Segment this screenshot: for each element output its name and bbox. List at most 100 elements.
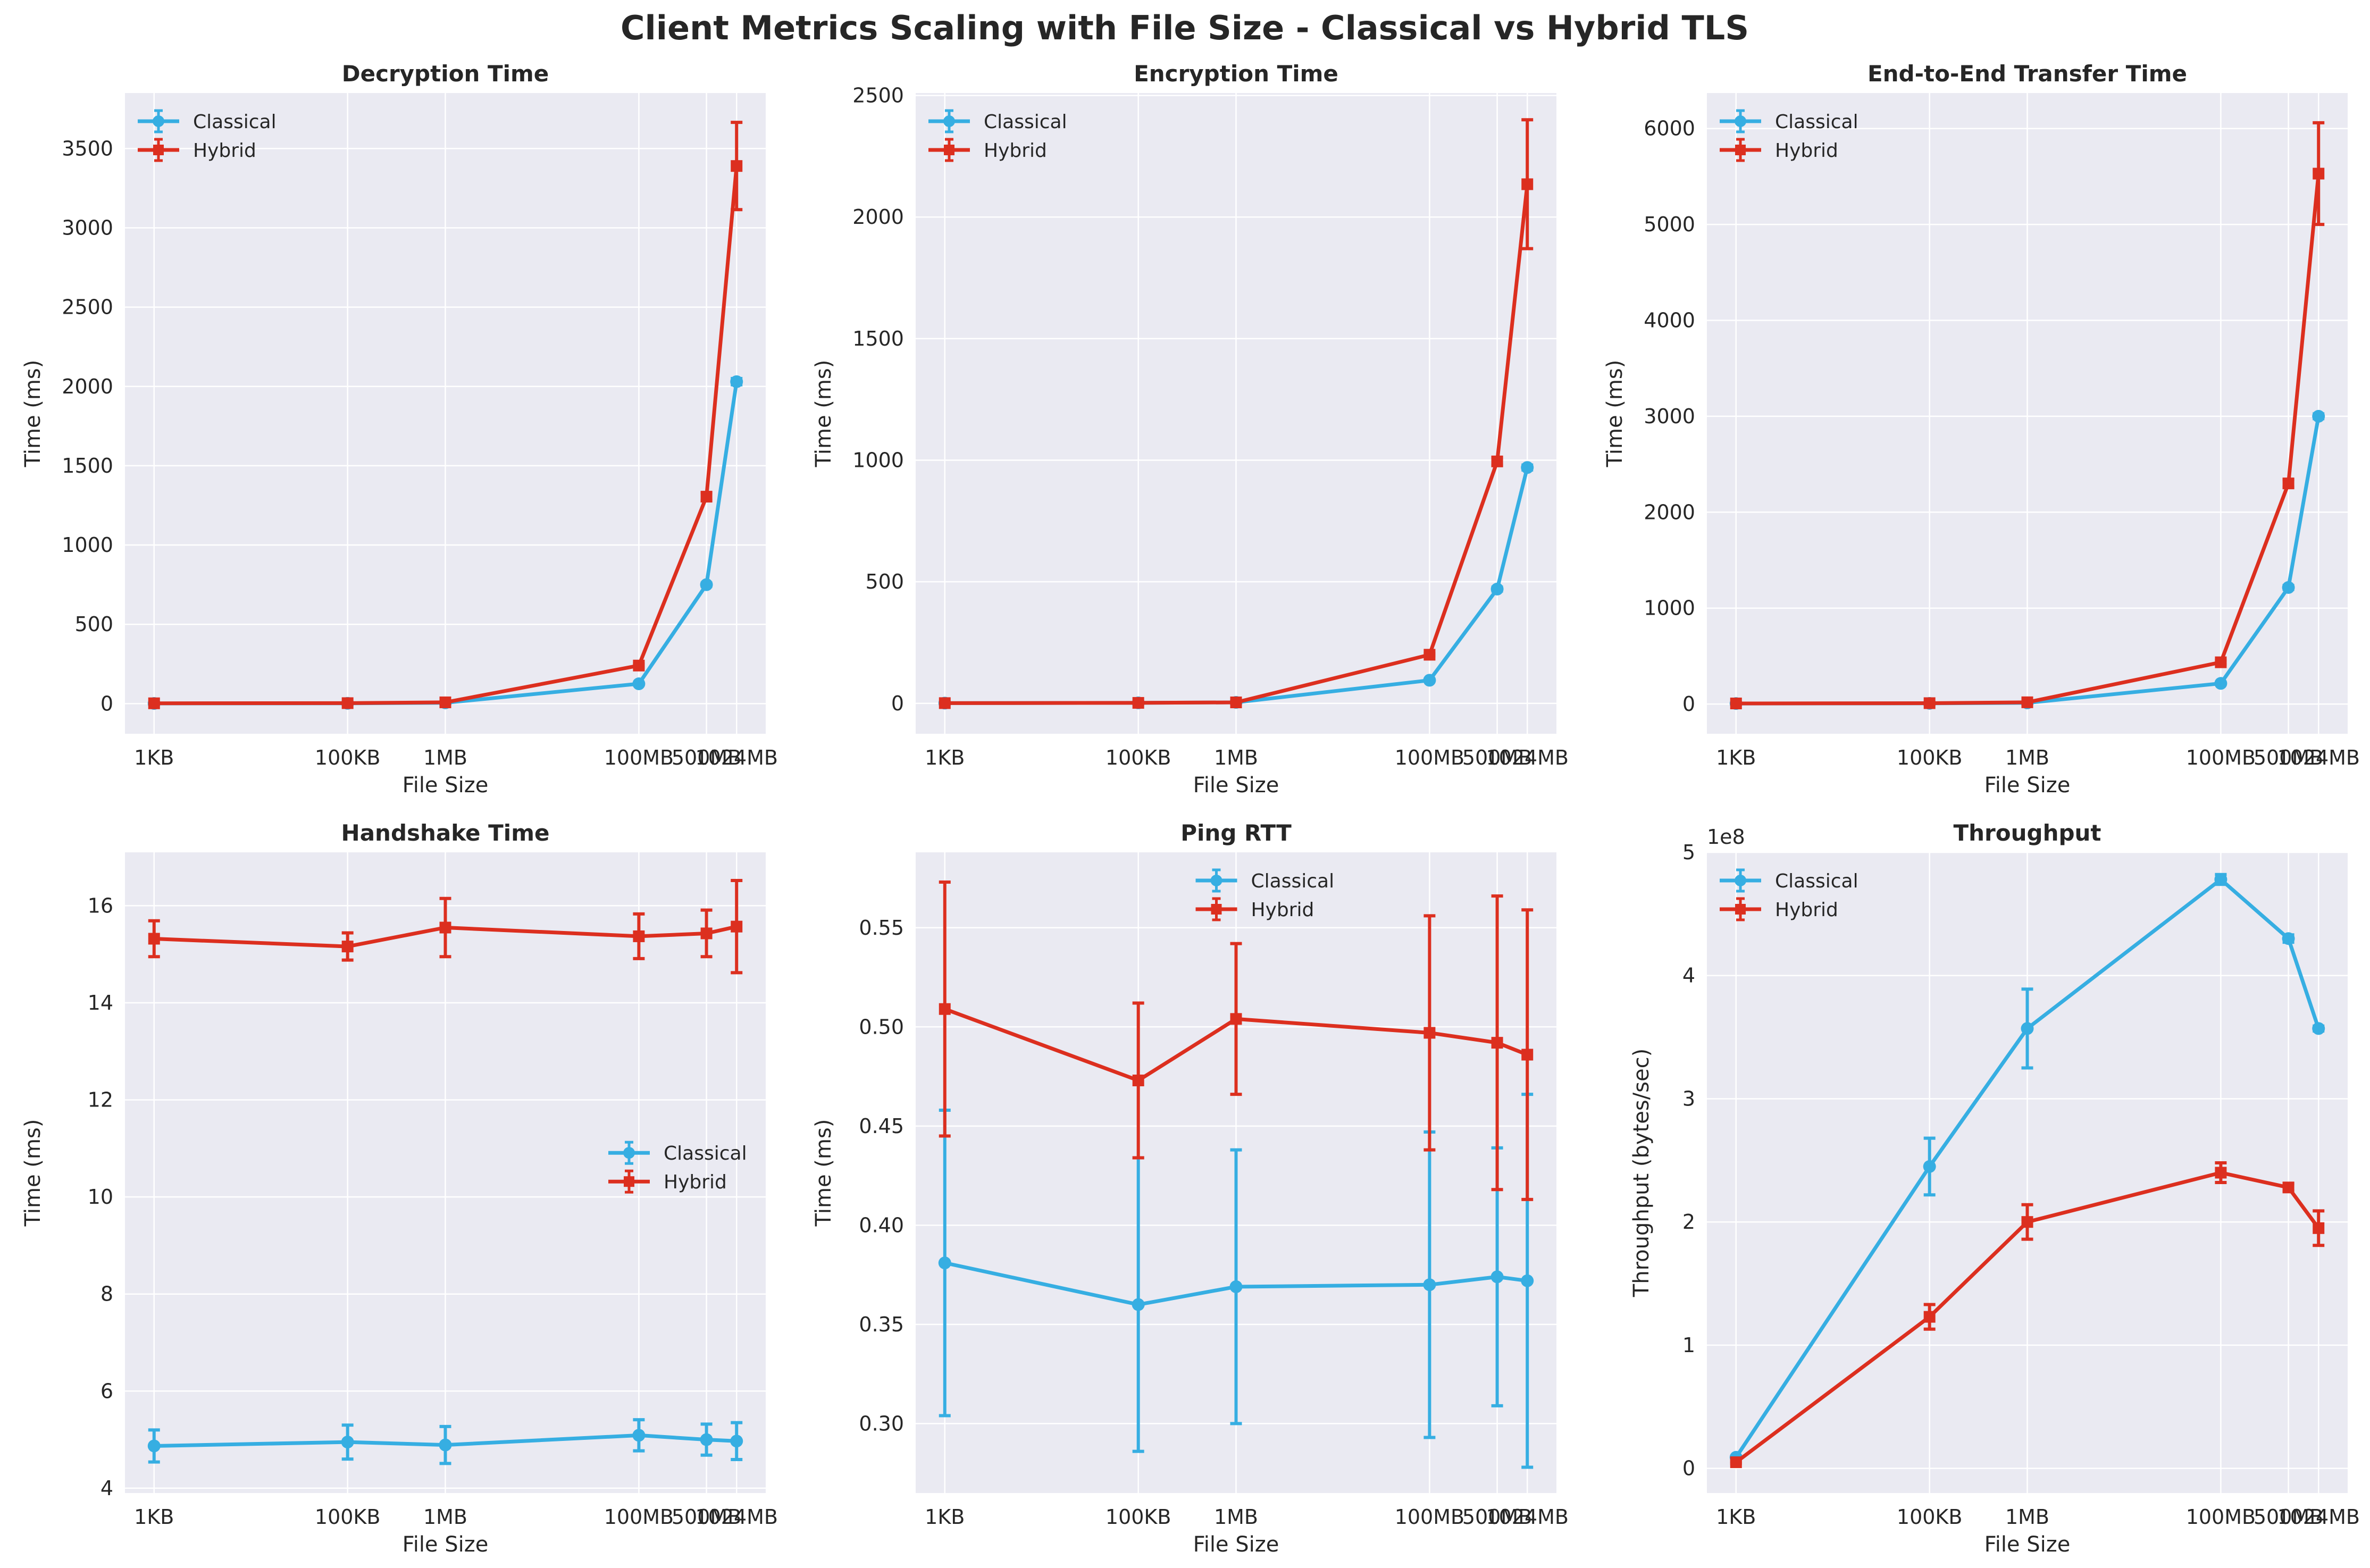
legend-marker [1735, 145, 1746, 155]
data-point [632, 677, 646, 691]
data-point [2313, 1222, 2325, 1234]
y-tick-label: 0.55 [859, 916, 904, 940]
chart-title: Throughput [1953, 820, 2101, 846]
x-tick-label: 500MB [672, 746, 741, 769]
data-point [2282, 932, 2295, 945]
data-point [731, 920, 743, 933]
data-point [341, 1436, 354, 1449]
series-line [1734, 877, 2321, 1458]
data-point [2215, 1167, 2227, 1179]
data-point [2214, 677, 2227, 690]
data-point [939, 697, 951, 709]
x-tick-label: 1MB [423, 1505, 467, 1529]
y-axis-label: Time (ms) [21, 360, 45, 468]
y-axis-label: Time (ms) [811, 360, 836, 468]
chart-title: Ping RTT [1180, 820, 1292, 846]
legend-label: Classical [984, 111, 1067, 133]
x-tick-label: 1KB [134, 746, 174, 769]
x-tick-label: 100KB [315, 746, 381, 769]
y-tick-label: 0 [1682, 1457, 1695, 1480]
data-point [700, 927, 713, 940]
x-tick-label: 1024MB [1486, 746, 1569, 769]
x-tick-label: 100KB [1106, 746, 1171, 769]
x-tick-label: 500MB [2254, 1505, 2323, 1529]
x-tick-label: 500MB [1462, 746, 1532, 769]
data-point [1521, 461, 1534, 474]
y-tick-label: 16 [88, 894, 113, 917]
data-point [1132, 1298, 1145, 1311]
y-tick-label: 1000 [1644, 597, 1695, 620]
legend-marker [1735, 904, 1746, 915]
series-hybrid [148, 121, 743, 709]
x-tick-label: 1MB [1214, 1505, 1258, 1529]
legend-label: Classical [1775, 870, 1858, 892]
data-point [1923, 697, 1936, 709]
y-tick-label: 1500 [852, 327, 904, 350]
legend-marker [1210, 875, 1222, 886]
x-axis-label: File Size [403, 773, 489, 798]
legend-marker [623, 1147, 635, 1159]
x-tick-label: 100KB [315, 1505, 381, 1529]
series-hybrid [939, 118, 1534, 709]
legend-marker [1735, 115, 1746, 127]
y-tick-label: 3000 [1644, 405, 1695, 428]
legend-marker [943, 115, 955, 127]
chart-title: Handshake Time [341, 820, 550, 846]
x-axis-label: File Size [1984, 773, 2071, 798]
data-point [1423, 649, 1436, 661]
x-tick-label: 500MB [1462, 1505, 1532, 1529]
y-tick-label: 2500 [62, 296, 113, 319]
y-tick-label: 1000 [62, 533, 113, 557]
legend: Classical Hybrid [608, 1141, 747, 1194]
y-tick-label: 14 [88, 991, 113, 1014]
legend-label: Classical [664, 1143, 747, 1164]
y-axis-label: Throughput (bytes/sec) [1629, 1049, 1654, 1297]
x-tick-label: 1KB [134, 1505, 174, 1529]
x-tick-label: 100MB [604, 1505, 674, 1529]
data-point [439, 921, 451, 934]
data-point [632, 1429, 646, 1442]
x-tick-label: 1KB [1716, 746, 1756, 769]
y-axis-label: Time (ms) [1603, 360, 1627, 468]
legend-marker [1211, 904, 1222, 915]
y-tick-label: 500 [865, 570, 904, 593]
data-point [1521, 1049, 1534, 1061]
x-axis-label: File Size [1193, 773, 1279, 798]
x-tick-label: 1MB [2005, 746, 2049, 769]
series-line [944, 184, 1529, 705]
x-tick-label: 1KB [1716, 1505, 1756, 1529]
y-tick-label: 8 [101, 1282, 113, 1306]
chart-panel-5: 0.30 0.35 0.40 0.45 0.50 0.55 1KB 100KB 1MB 100MB… [811, 820, 1569, 1557]
y-tick-label: 10 [88, 1185, 113, 1209]
x-tick-label: 1024MB [2277, 746, 2360, 769]
legend-label: Hybrid [1775, 899, 1838, 921]
legend-label: Classical [1775, 111, 1858, 133]
y-tick-label: 1 [1682, 1334, 1695, 1357]
x-tick-label: 1MB [2005, 1505, 2049, 1529]
series-line [1735, 1171, 2321, 1464]
x-tick-label: 100KB [1897, 1505, 1963, 1529]
y-tick-label: 0 [891, 692, 904, 715]
legend-label: Hybrid [984, 140, 1047, 162]
series-hybrid [939, 880, 1534, 1201]
data-point [1923, 1160, 1936, 1173]
y-tick-label: 4 [101, 1477, 113, 1500]
y-tick-label: 0.50 [859, 1015, 904, 1038]
y-tick-label: 500 [74, 613, 113, 636]
y-tick-label: 0.35 [859, 1313, 904, 1336]
y-tick-label: 0.45 [859, 1114, 904, 1138]
x-tick-label: 1024MB [695, 746, 778, 769]
y-tick-label: 0.40 [859, 1213, 904, 1237]
series-line [154, 165, 739, 706]
data-point [439, 1438, 452, 1452]
y-tick-label: 3 [1682, 1087, 1695, 1110]
y-tick-label: 2500 [852, 84, 904, 107]
x-tick-label: 1024MB [695, 1505, 778, 1529]
data-point [633, 930, 645, 942]
legend-label: Classical [1251, 870, 1335, 892]
y-tick-label: 12 [88, 1088, 113, 1112]
y-tick-label: 3000 [62, 216, 113, 240]
x-tick-label: 500MB [2254, 746, 2323, 769]
data-point [938, 1256, 951, 1270]
